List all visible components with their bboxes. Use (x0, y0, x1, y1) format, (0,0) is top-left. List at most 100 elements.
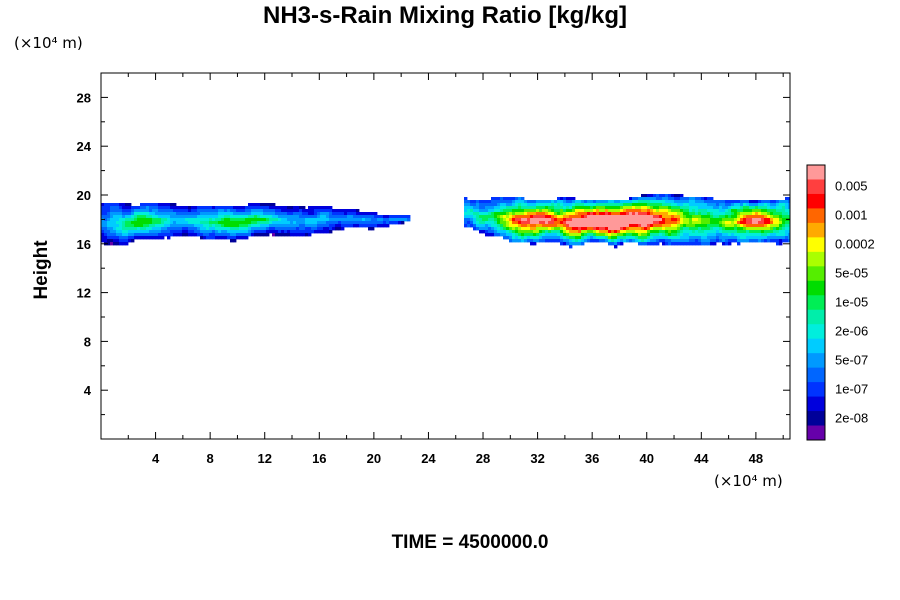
field-cell (230, 239, 234, 243)
field-cell (242, 230, 246, 234)
field-cell (683, 236, 687, 240)
field-cell (296, 224, 300, 228)
field-cell (227, 209, 231, 213)
field-cell (512, 209, 516, 213)
field-cell (626, 203, 630, 207)
field-cell (518, 215, 522, 219)
field-cell (515, 227, 519, 231)
field-cell (722, 206, 726, 210)
field-cell (344, 224, 348, 228)
field-cell (470, 206, 474, 210)
field-cell (695, 203, 699, 207)
field-cell (608, 239, 612, 243)
field-cell (725, 209, 729, 213)
field-cell (557, 203, 561, 207)
field-cell (110, 203, 114, 207)
field-cell (536, 218, 540, 222)
field-cell (671, 227, 675, 231)
field-cell (698, 236, 702, 240)
field-cell (209, 221, 213, 225)
field-cell (107, 215, 111, 219)
field-cell (146, 209, 150, 213)
field-cell (701, 236, 705, 240)
field-cell (263, 203, 267, 207)
field-cell (578, 212, 582, 216)
field-cell (548, 230, 552, 234)
field-cell (590, 233, 594, 237)
field-cell (716, 227, 720, 231)
field-cell (500, 224, 504, 228)
field-cell (146, 224, 150, 228)
field-cell (347, 218, 351, 222)
field-cell (554, 206, 558, 210)
field-cell (581, 230, 585, 234)
field-cell (752, 212, 756, 216)
field-cell (596, 239, 600, 243)
field-cell (290, 218, 294, 222)
field-cell (485, 218, 489, 222)
field-cell (530, 233, 534, 237)
field-cell (224, 236, 228, 240)
field-cell (680, 227, 684, 231)
field-cell (101, 206, 105, 210)
field-cell (779, 233, 783, 237)
field-cell (662, 200, 666, 204)
field-cell (221, 212, 225, 216)
field-cell (629, 239, 633, 243)
field-cell (545, 203, 549, 207)
field-cell (353, 215, 357, 219)
field-cell (311, 209, 315, 213)
field-cell (221, 209, 225, 213)
field-cell (623, 212, 627, 216)
field-cell (140, 209, 144, 213)
field-cell (659, 203, 663, 207)
field-cell (140, 212, 144, 216)
field-cell (755, 230, 759, 234)
field-cell (119, 203, 123, 207)
field-cell (332, 215, 336, 219)
field-cell (626, 215, 630, 219)
field-cell (110, 209, 114, 213)
field-cell (719, 215, 723, 219)
field-cell (722, 212, 726, 216)
field-cell (740, 200, 744, 204)
field-cell (761, 200, 765, 204)
field-cell (590, 227, 594, 231)
plot-frame (100, 72, 791, 440)
field-cell (617, 233, 621, 237)
field-cell (248, 227, 252, 231)
field-cell (545, 236, 549, 240)
field-cell (677, 218, 681, 222)
field-cell (674, 218, 678, 222)
field-cell (218, 212, 222, 216)
field-cell (185, 221, 189, 225)
field-cell (281, 209, 285, 213)
field-cell (251, 212, 255, 216)
field-cell (761, 230, 765, 234)
field-cell (200, 206, 204, 210)
field-cell (563, 224, 567, 228)
field-cell (638, 200, 642, 204)
field-cell (485, 212, 489, 216)
field-cell (521, 209, 525, 213)
colorbar: 0.0050.0010.00025e-051e-052e-065e-071e-0… (806, 164, 875, 441)
field-cell (728, 203, 732, 207)
field-cell (137, 206, 141, 210)
x-tick-label: 28 (476, 451, 490, 466)
field-cell (395, 218, 399, 222)
field-cell (749, 236, 753, 240)
field-cell (647, 233, 651, 237)
field-cell (119, 206, 123, 210)
field-cell (104, 239, 108, 243)
colorbar-swatch (807, 295, 825, 311)
field-cell (611, 236, 615, 240)
field-cell (503, 200, 507, 204)
field-cell (581, 209, 585, 213)
field-cell (746, 233, 750, 237)
field-cell (185, 224, 189, 228)
field-cell (218, 215, 222, 219)
field-cell (290, 206, 294, 210)
field-cell (374, 215, 378, 219)
field-cell (602, 215, 606, 219)
field-cell (737, 221, 741, 225)
